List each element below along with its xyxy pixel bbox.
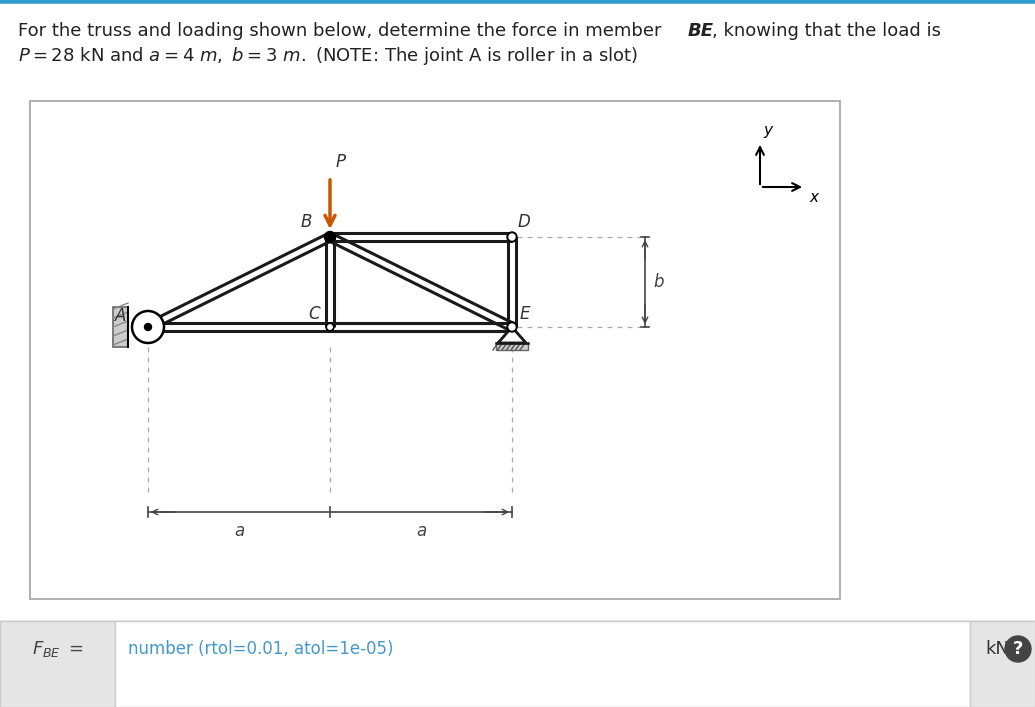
Text: BE: BE	[688, 22, 714, 40]
Circle shape	[326, 323, 334, 331]
Circle shape	[509, 234, 515, 240]
Circle shape	[509, 324, 515, 330]
Circle shape	[507, 322, 518, 332]
Polygon shape	[498, 327, 526, 343]
Text: C: C	[308, 305, 320, 323]
Circle shape	[325, 231, 335, 243]
Text: y: y	[763, 123, 772, 138]
Text: B: B	[300, 213, 312, 231]
Text: A: A	[115, 307, 126, 325]
Bar	[970, 621, 1035, 707]
Circle shape	[507, 232, 518, 242]
Bar	[30, 101, 840, 599]
Circle shape	[328, 325, 332, 329]
Circle shape	[132, 311, 164, 343]
Text: a: a	[234, 522, 244, 540]
Text: , knowing that the load is: , knowing that the load is	[712, 22, 941, 40]
Bar	[0, 621, 1035, 707]
Bar	[115, 621, 970, 707]
Text: D: D	[518, 213, 531, 231]
Text: a: a	[416, 522, 426, 540]
Text: number (rtol=0.01, atol=1e-05): number (rtol=0.01, atol=1e-05)	[128, 640, 393, 658]
Bar	[496, 343, 528, 350]
Circle shape	[145, 324, 151, 330]
Text: P: P	[336, 153, 346, 171]
Text: For the truss and loading shown below, determine the force in member: For the truss and loading shown below, d…	[18, 22, 668, 40]
Text: $P = 28\ \mathrm{kN}$ and $a = 4\ m,\ b = 3\ m.$ (NOTE: The joint A is roller in: $P = 28\ \mathrm{kN}$ and $a = 4\ m,\ b …	[18, 45, 638, 67]
Text: b: b	[653, 273, 663, 291]
Bar	[113, 307, 128, 347]
Circle shape	[1005, 636, 1031, 662]
Text: x: x	[809, 190, 818, 205]
Text: kN: kN	[985, 640, 1009, 658]
Text: E: E	[520, 305, 531, 323]
Bar	[0, 621, 115, 707]
Text: $F_{BE}\ =$: $F_{BE}\ =$	[32, 639, 84, 659]
Text: ?: ?	[1013, 640, 1024, 658]
